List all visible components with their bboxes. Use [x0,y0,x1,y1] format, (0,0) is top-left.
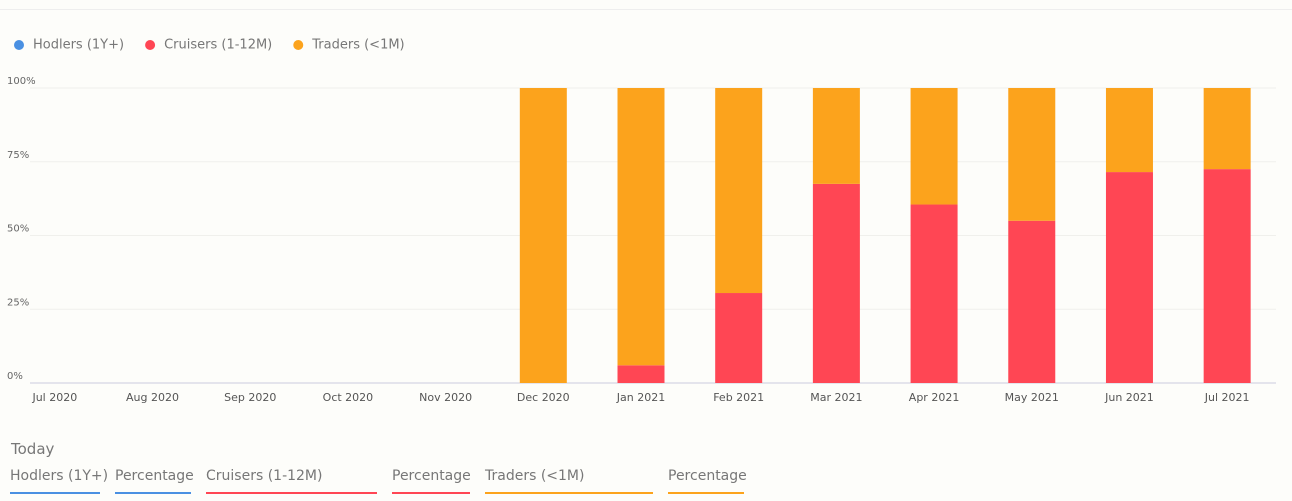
y-tick-label: 25% [7,297,29,308]
x-tick-label: May 2021 [1005,391,1059,404]
x-tick-label: Aug 2020 [126,391,179,404]
bar-segment [910,204,958,383]
legend-label: Traders (<1M) [311,38,404,53]
x-tick-label: Feb 2021 [713,391,764,404]
chart: Hodlers (1Y+) Cruisers (1-12M) Traders (<1… [0,9,1292,404]
bar-segment [1203,88,1251,170]
bar-segment [617,88,665,366]
legend-dot [14,40,24,50]
x-tick-label: Jul 2020 [31,391,77,404]
y-tick-label: 50% [7,224,29,235]
bar-segment [1105,172,1153,383]
x-tick-label: Jun 2021 [1104,391,1154,404]
bar-segment [812,183,860,383]
column-header: Hodlers (1Y+) [10,468,108,494]
bar-segment [715,88,763,294]
column-header: Percentage [392,468,471,494]
x-tick-label: Nov 2020 [419,391,472,404]
bar-segment [617,365,665,383]
x-tick-label: Mar 2021 [810,391,862,404]
column-header: Percentage [668,468,747,494]
legend-dot [145,40,156,50]
x-tick-label: Oct 2020 [323,391,374,404]
bar-segment [910,88,958,205]
x-tick-label: Sep 2020 [224,391,276,404]
column-header: Percentage [115,468,194,494]
table-title: Today [11,440,55,458]
column-header: Traders (<1M) [485,468,653,494]
y-tick-label: 100% [7,76,36,87]
bar-segment [1008,220,1056,383]
x-tick-label: Dec 2020 [517,391,570,404]
x-tick-label: Apr 2021 [909,391,960,404]
x-tick-label: Jul 2021 [1204,391,1250,404]
bar-segment [812,88,860,184]
bar-segment [1203,169,1251,383]
y-tick-label: 75% [7,150,29,161]
bar-segment [1008,88,1056,221]
column-header: Cruisers (1-12M) [206,468,377,494]
bar-segment [715,293,763,383]
bar-segment [1105,88,1153,173]
legend-dot [293,40,304,50]
x-tick-label: Jan 2021 [616,391,665,404]
legend-label: Hodlers (1Y+) [33,38,124,53]
y-tick-label: 0% [7,371,23,382]
bar-segment [519,88,567,383]
legend-label: Cruisers (1-12M) [164,38,272,53]
